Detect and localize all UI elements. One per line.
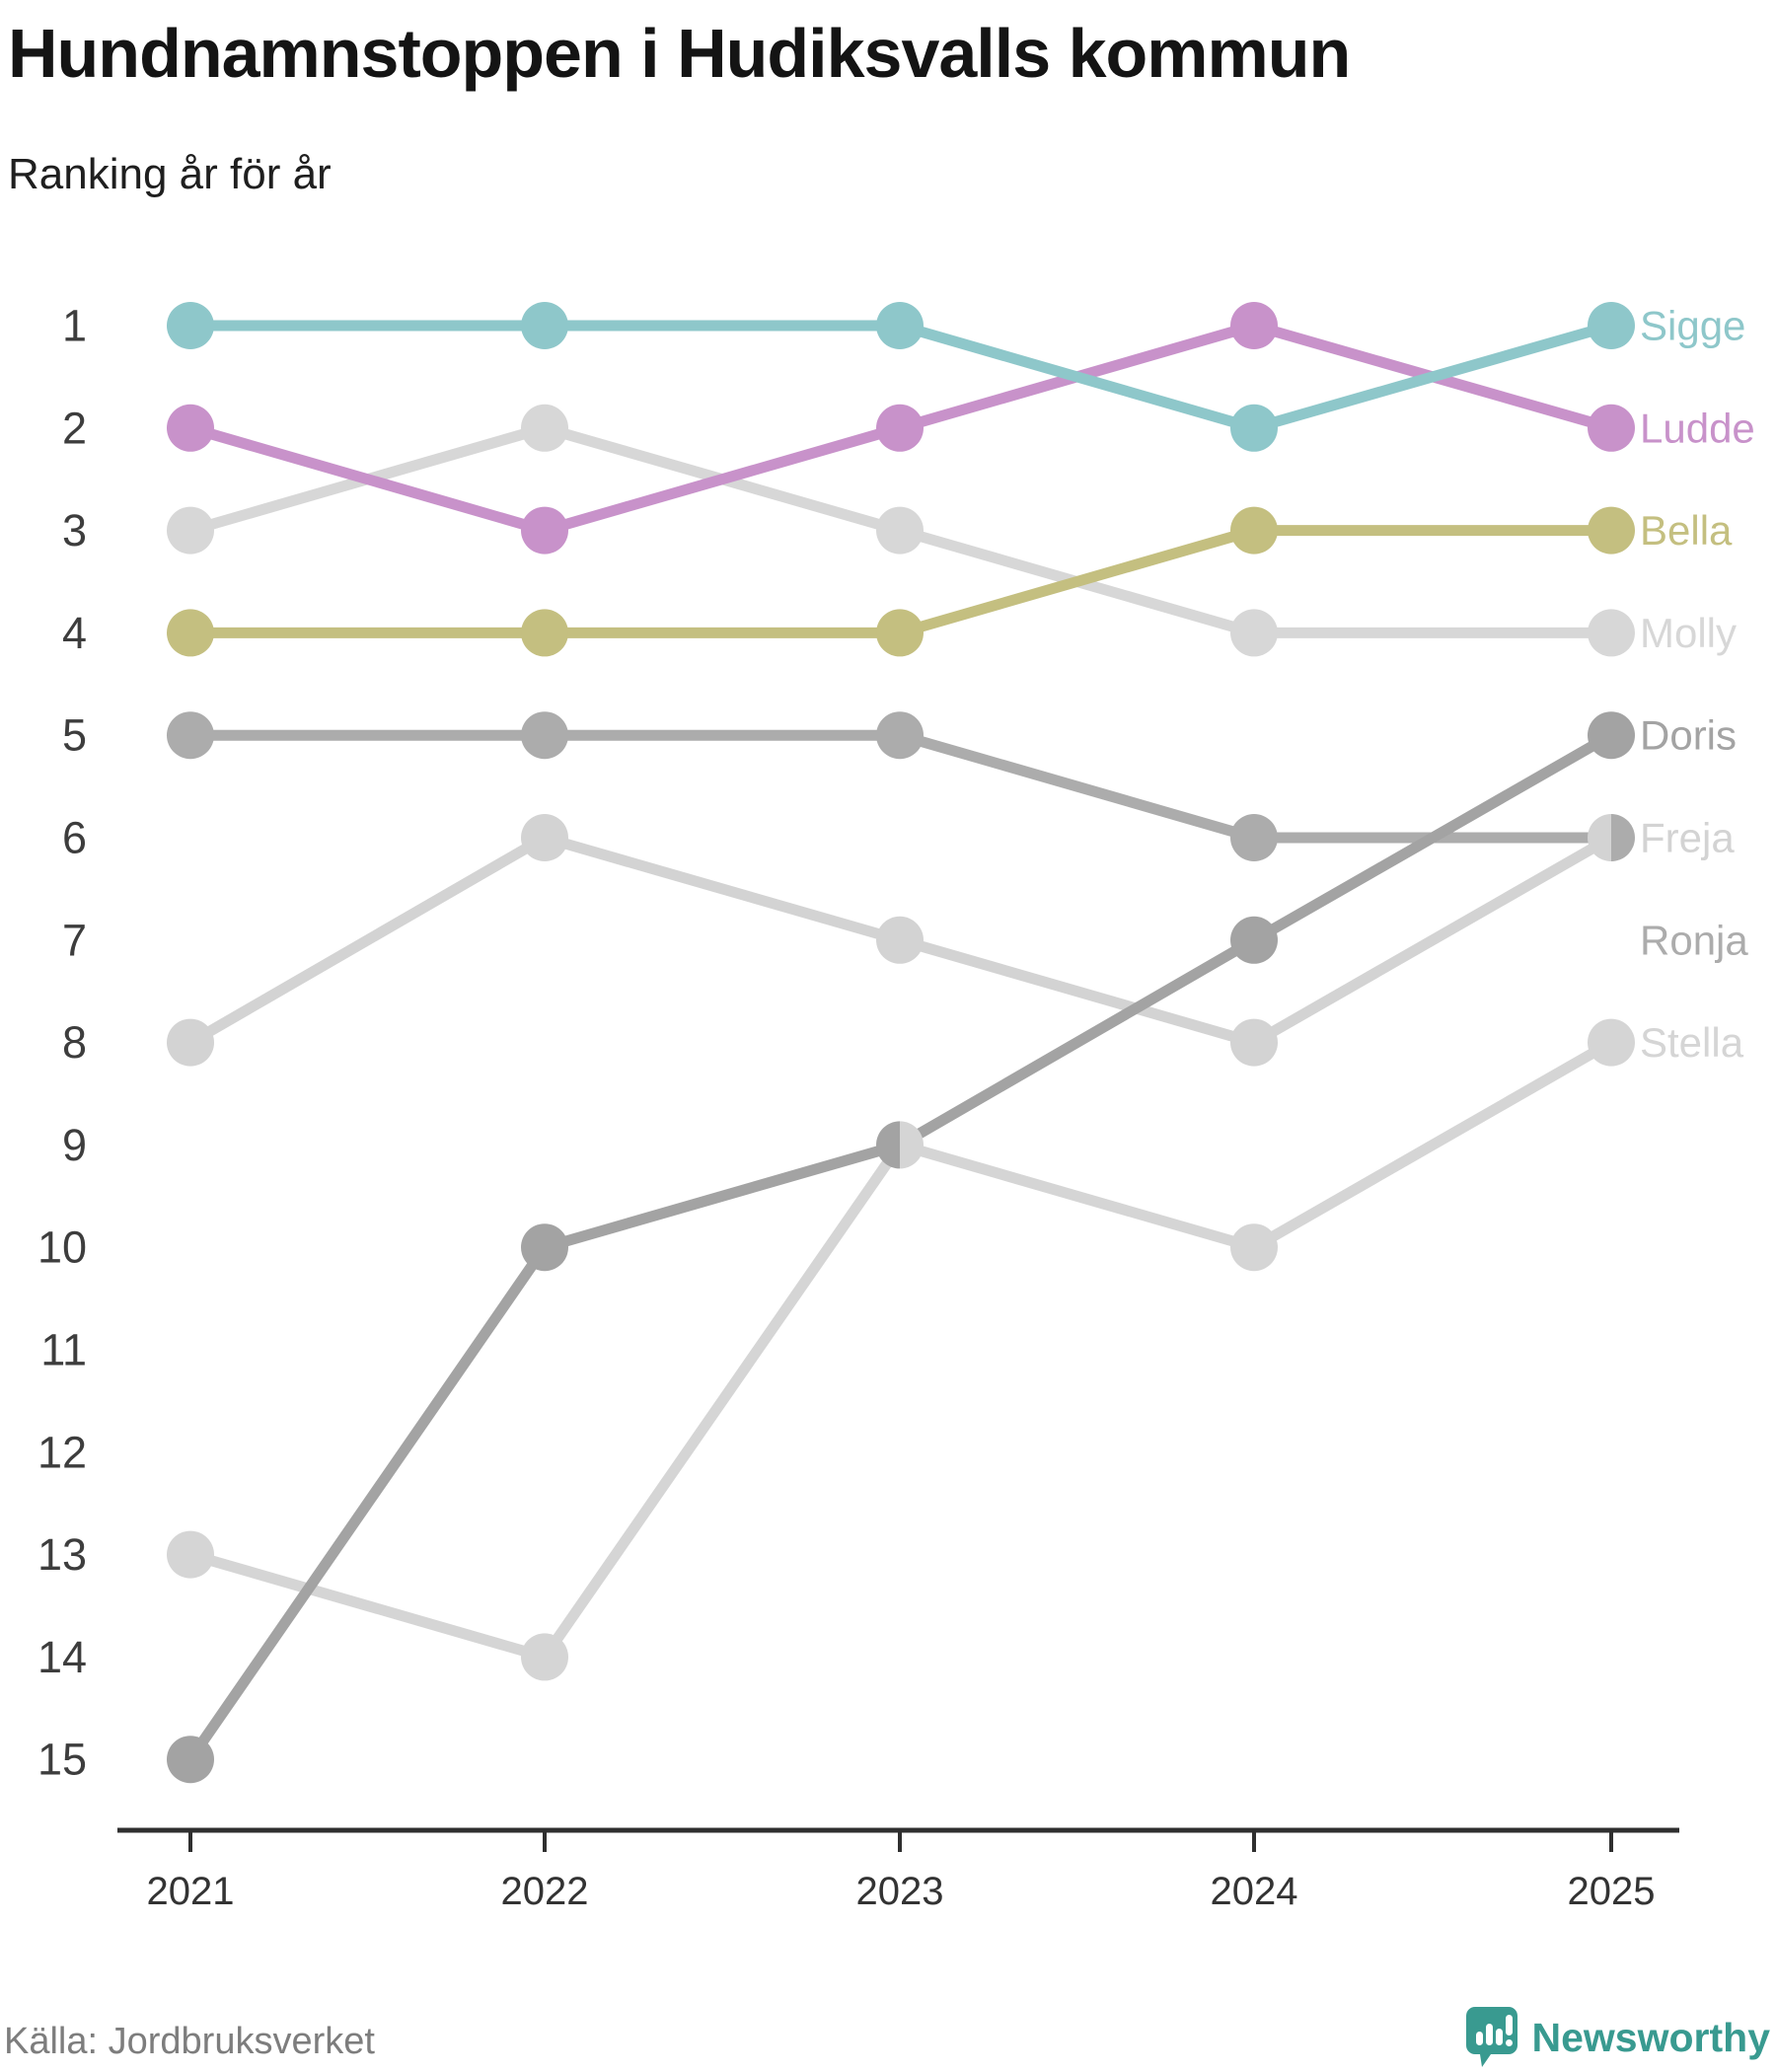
series-dot-ludde-2025 xyxy=(1588,404,1635,452)
series-dot-bella-2024 xyxy=(1230,506,1278,555)
series-dot-ronja-2024 xyxy=(1230,814,1278,861)
page-subtitle: Ranking år för år xyxy=(8,150,332,198)
rank-axis-label-9: 9 xyxy=(62,1120,87,1170)
series-dot-ludde-2022 xyxy=(521,506,568,555)
brand-name: Newsworthy xyxy=(1531,2014,1771,2060)
series-dot-sigge-2021 xyxy=(167,302,214,349)
rank-axis-label-4: 4 xyxy=(62,608,87,658)
series-dot-doris-2025 xyxy=(1588,711,1635,760)
series-dot-freja-2022 xyxy=(521,814,568,861)
rank-axis-label-15: 15 xyxy=(37,1735,87,1785)
newsworthy-logo-icon xyxy=(1465,2007,1517,2067)
series-dot-ludde-2021 xyxy=(167,404,214,452)
series-dot-molly-2022 xyxy=(521,404,568,452)
rank-axis-label-5: 5 xyxy=(62,710,87,761)
series-label-freja: Freja xyxy=(1640,815,1735,861)
series-dot-stella-2024 xyxy=(1230,1223,1278,1272)
series-label-bella: Bella xyxy=(1640,507,1733,554)
series-dot-doris-2021 xyxy=(167,1736,214,1784)
page-title: Hundnamnstoppen i Hudiksvalls kommun xyxy=(8,15,1351,92)
series-dot-bella-2022 xyxy=(521,609,568,657)
source-note: Källa: Jordbruksverket xyxy=(4,2021,375,2062)
rank-axis-label-7: 7 xyxy=(62,915,87,965)
series-dot-stella-2021 xyxy=(167,1530,214,1579)
rank-axis-label-6: 6 xyxy=(62,813,87,863)
series-label-ludde: Ludde xyxy=(1640,405,1755,451)
brand-lockup: Newsworthy xyxy=(1465,2005,1771,2070)
rank-axis-label-2: 2 xyxy=(62,403,87,453)
series-dot-stella-2025 xyxy=(1588,1018,1635,1067)
year-label-2022: 2022 xyxy=(501,1870,589,1913)
series-dot-sigge-2023 xyxy=(876,302,924,349)
rank-axis-label-8: 8 xyxy=(62,1017,87,1068)
series-dot-stella-2022 xyxy=(521,1633,568,1681)
series-dot-sigge-2025 xyxy=(1588,302,1635,349)
rank-axis-label-1: 1 xyxy=(62,301,87,351)
rank-axis-label-14: 14 xyxy=(37,1632,87,1682)
series-dot-ronja-2021 xyxy=(167,711,214,760)
series-label-stella: Stella xyxy=(1640,1019,1744,1066)
tie-dot-right-ronja-2025 xyxy=(1611,814,1635,861)
year-label-2025: 2025 xyxy=(1568,1870,1656,1913)
series-dot-ludde-2023 xyxy=(876,404,924,452)
series-dot-molly-2025 xyxy=(1588,609,1635,657)
series-dot-ronja-2022 xyxy=(521,711,568,760)
series-dot-sigge-2022 xyxy=(521,302,568,349)
series-dot-freja-2021 xyxy=(167,1018,214,1067)
series-dot-freja-2024 xyxy=(1230,1018,1278,1067)
year-label-2023: 2023 xyxy=(856,1870,944,1913)
series-line-doris xyxy=(185,730,1614,1763)
series-dot-molly-2023 xyxy=(876,506,924,555)
series-dot-sigge-2024 xyxy=(1230,404,1278,452)
series-dot-bella-2023 xyxy=(876,609,924,657)
series-label-doris: Doris xyxy=(1640,712,1737,759)
series-label-molly: Molly xyxy=(1640,610,1737,656)
series-dot-molly-2021 xyxy=(167,506,214,555)
year-label-2021: 2021 xyxy=(147,1870,235,1913)
series-label-ronja: Ronja xyxy=(1640,917,1748,963)
rank-axis-label-11: 11 xyxy=(40,1325,87,1375)
tie-dot-right-stella-2023 xyxy=(900,1121,924,1169)
series-dot-freja-2023 xyxy=(876,916,924,964)
rank-axis-label-3: 3 xyxy=(62,505,87,555)
series-dot-ronja-2023 xyxy=(876,711,924,760)
rank-axis-label-13: 13 xyxy=(37,1529,87,1580)
series-dot-bella-2025 xyxy=(1588,506,1635,555)
series-label-sigge: Sigge xyxy=(1640,303,1745,349)
year-label-2024: 2024 xyxy=(1211,1870,1298,1913)
series-dot-bella-2021 xyxy=(167,609,214,657)
rank-axis-label-10: 10 xyxy=(37,1222,87,1273)
series-dot-ludde-2024 xyxy=(1230,302,1278,349)
tie-dot-left-freja-2025 xyxy=(1588,814,1611,861)
series-dot-doris-2022 xyxy=(521,1223,568,1272)
tie-dot-left-doris-2023 xyxy=(876,1121,900,1169)
rank-axis-label-12: 12 xyxy=(37,1427,87,1477)
series-dot-doris-2024 xyxy=(1230,916,1278,964)
series-dot-molly-2024 xyxy=(1230,609,1278,657)
